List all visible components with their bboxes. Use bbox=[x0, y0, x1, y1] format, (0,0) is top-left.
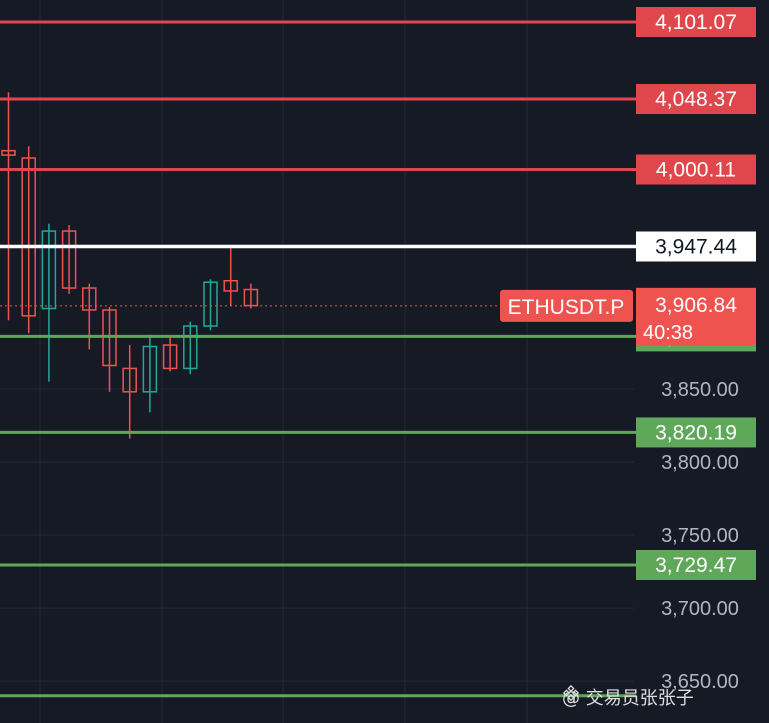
level-tag-label: 4,101.07 bbox=[655, 11, 737, 34]
candle-body bbox=[162, 344, 178, 370]
candle-body bbox=[142, 345, 158, 393]
candle-body bbox=[61, 230, 77, 289]
level-tag-label: 4,048.37 bbox=[655, 88, 737, 111]
symbol-tag bbox=[500, 289, 633, 322]
current-price-label: 3,906.84 bbox=[655, 294, 737, 317]
candle-body bbox=[1, 149, 16, 156]
binance-diamond-icon bbox=[562, 684, 580, 702]
level-tag bbox=[636, 154, 756, 185]
y-tick-label: 3,750.00 bbox=[661, 525, 739, 547]
watermark-text: @ 交易员张张子 bbox=[562, 688, 694, 709]
watermark: @ 交易员张张子 bbox=[562, 684, 694, 710]
level-tag bbox=[636, 231, 756, 262]
current-price-tag bbox=[636, 287, 756, 346]
symbol-label: ETHUSDT.P bbox=[508, 296, 625, 319]
candle-body bbox=[41, 230, 57, 310]
level-tag bbox=[636, 84, 756, 115]
level-tag bbox=[636, 550, 756, 580]
candle-body bbox=[183, 325, 198, 370]
candle-body bbox=[203, 281, 218, 327]
level-tag-label: 3,947.44 bbox=[655, 235, 737, 258]
y-tick-label: 3,850.00 bbox=[661, 379, 739, 401]
candle-body bbox=[223, 279, 238, 292]
level-tag-label: 4,000.11 bbox=[656, 159, 736, 182]
level-tag-label: 3,820.19 bbox=[655, 421, 737, 444]
level-tag bbox=[636, 7, 756, 37]
candle-body bbox=[82, 287, 97, 311]
candle-body bbox=[21, 157, 36, 317]
y-tick-label: 3,650.00 bbox=[661, 671, 739, 693]
y-tick-label: 3,700.00 bbox=[661, 598, 739, 620]
countdown-label: 40:38 bbox=[643, 322, 693, 344]
level-tag-label: 3,729.47 bbox=[655, 554, 737, 577]
level-tag bbox=[636, 417, 756, 448]
y-tick-label: 3,800.00 bbox=[661, 452, 739, 474]
candle-body bbox=[122, 367, 137, 393]
